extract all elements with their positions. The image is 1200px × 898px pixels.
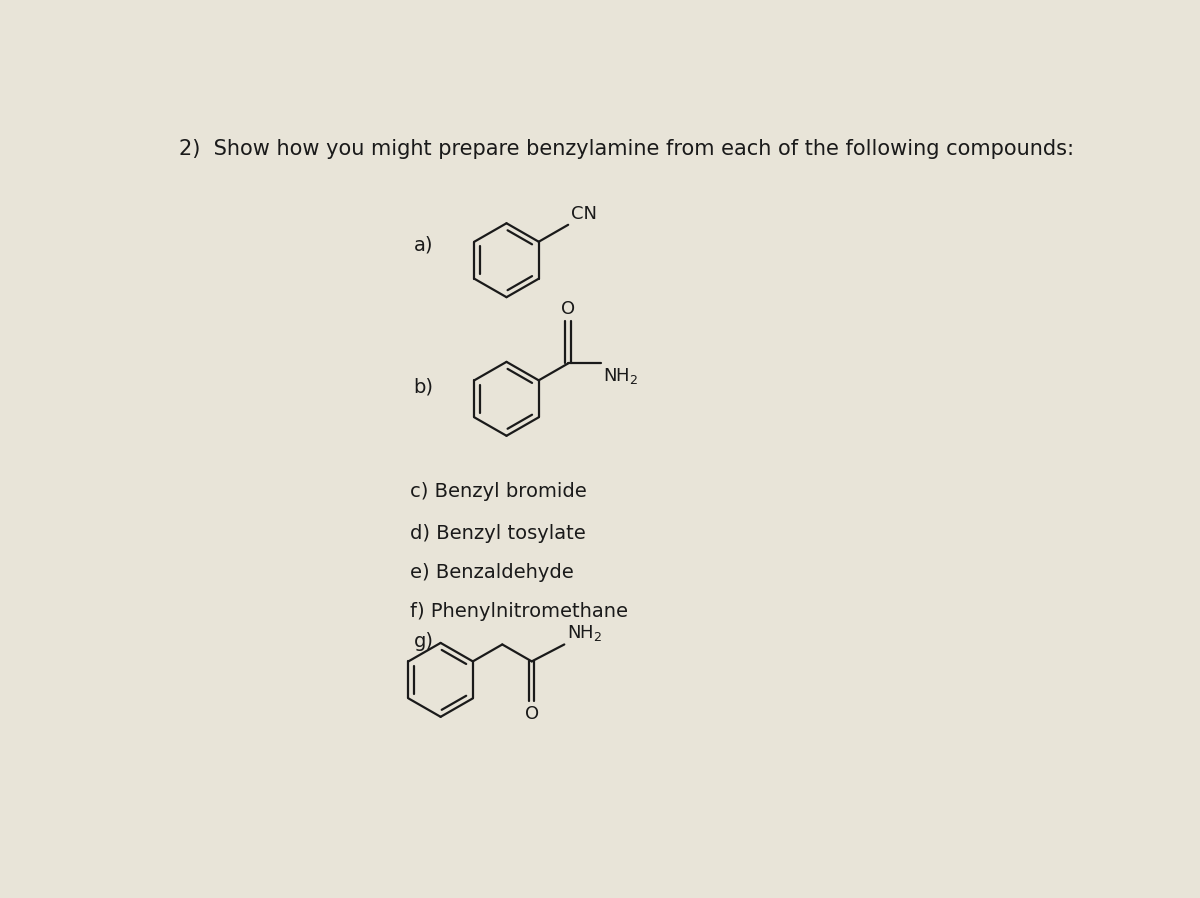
Text: e) Benzaldehyde: e) Benzaldehyde <box>410 563 574 582</box>
Text: O: O <box>524 705 539 723</box>
Text: b): b) <box>414 378 433 397</box>
Text: 2)  Show how you might prepare benzylamine from each of the following compounds:: 2) Show how you might prepare benzylamin… <box>180 138 1074 159</box>
Text: c) Benzyl bromide: c) Benzyl bromide <box>410 482 587 501</box>
Text: O: O <box>562 300 575 318</box>
Text: NH$_2$: NH$_2$ <box>604 365 638 386</box>
Text: CN: CN <box>571 206 598 224</box>
Text: NH$_2$: NH$_2$ <box>566 623 602 643</box>
Text: g): g) <box>414 632 433 651</box>
Text: d) Benzyl tosylate: d) Benzyl tosylate <box>410 524 586 542</box>
Text: f) Phenylnitromethane: f) Phenylnitromethane <box>410 602 629 621</box>
Text: a): a) <box>414 235 433 254</box>
